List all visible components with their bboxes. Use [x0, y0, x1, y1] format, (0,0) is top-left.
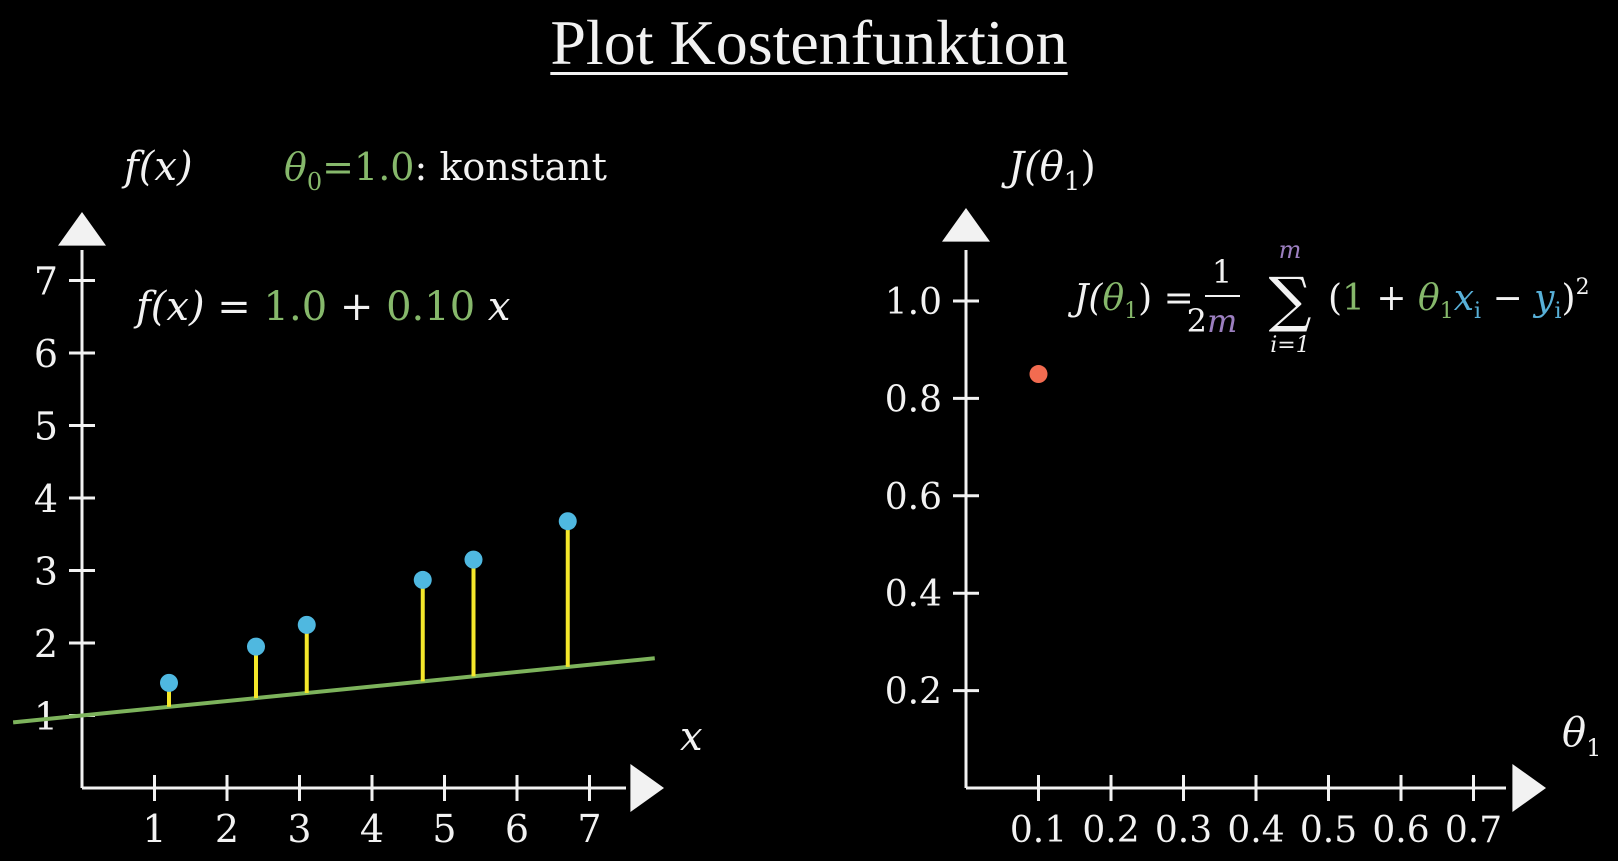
left-x-tick-label: 1	[142, 807, 166, 851]
cost-formula-x-sub: i	[1474, 299, 1481, 324]
theta0-equals: =	[322, 145, 354, 189]
formula-slope: 0.10	[386, 284, 475, 330]
cost-formula-plus: +	[1365, 278, 1418, 319]
svg-text:J(θ1) =: J(θ1) =	[1067, 278, 1194, 324]
svg-text:2m: 2m	[1187, 302, 1238, 340]
right-x-tick-label: 0.7	[1445, 810, 1502, 851]
page-title: Plot Kostenfunktion	[550, 7, 1068, 78]
formula-intercept: 1.0	[264, 284, 328, 330]
regression-line	[12, 656, 655, 725]
right-y-tick-label: 0.4	[885, 574, 942, 615]
left-y-axis-label: f(x)	[121, 144, 193, 190]
cost-formula-frac-num: 1	[1212, 253, 1232, 291]
cost-formula-close-eq: ) =	[1138, 278, 1194, 319]
cost-formula-close: )	[1562, 278, 1576, 319]
theta0-description: : konstant	[414, 145, 606, 189]
formula-plus: +	[340, 284, 374, 330]
left-x-axis-arrow	[630, 764, 664, 812]
right-x-axis-label-main: θ	[1562, 710, 1586, 756]
cost-formula-x: x	[1454, 278, 1474, 319]
cost-point	[1029, 365, 1048, 384]
cost-formula-power: 2	[1576, 275, 1590, 300]
right-y-axis-arrow	[942, 208, 990, 242]
theta0-label: θ0=1.0: konstant	[284, 145, 607, 196]
left-x-tick-label: 5	[432, 807, 456, 851]
data-point	[247, 637, 265, 656]
cost-formula-minus: −	[1481, 278, 1534, 319]
left-x-tick-label: 7	[577, 807, 601, 851]
cost-formula-sigma: ∑	[1269, 265, 1312, 335]
cost-formula-y: y	[1532, 278, 1555, 319]
right-x-tick-label: 0.6	[1372, 810, 1429, 851]
cost-formula-y-sub: i	[1554, 299, 1561, 324]
right-x-axis-label-sub: 1	[1586, 734, 1601, 762]
cost-formula-sum-top: m	[1279, 236, 1302, 264]
formula-lhs: f(x) =	[133, 284, 251, 330]
line-formula: f(x) = 1.0 + 0.10 x	[133, 284, 510, 330]
formula-variable: x	[488, 284, 511, 330]
left-y-axis-arrow	[58, 212, 106, 246]
left-y-tick-label: 6	[34, 332, 58, 376]
right-y-tick-label: 0.2	[885, 672, 942, 713]
left-x-tick-label: 3	[287, 807, 311, 851]
data-point	[160, 673, 178, 692]
cost-formula-one: 1	[1342, 278, 1365, 319]
left-y-tick-label: 4	[34, 477, 58, 521]
left-y-tick-label: 7	[34, 260, 58, 304]
left-x-tick-label: 6	[505, 807, 529, 851]
cost-formula-theta-x: θ	[1418, 278, 1440, 319]
data-point	[558, 512, 577, 531]
svg-text:(1 + θ1xi − yi)2: (1 + θ1xi − yi)2	[1328, 275, 1590, 324]
right-y-axis-label-sub: 1	[1064, 167, 1081, 197]
right-y-tick-label: 0.6	[885, 477, 942, 518]
cost-formula-frac-den-m: m	[1207, 302, 1237, 340]
right-x-axis-label: θ1	[1562, 710, 1601, 762]
right-x-tick-label: 0.2	[1082, 810, 1139, 851]
cost-formula-theta-x-sub: 1	[1440, 299, 1454, 324]
cost-formula-sum-bottom: i=1	[1270, 333, 1309, 358]
cost-formula-open: (	[1328, 278, 1342, 319]
cost-formula-J: J(	[1067, 278, 1103, 319]
cost-formula: J(θ1) = 1 2m m ∑ i=1 (1 + θ1xi − yi)2	[1067, 236, 1590, 358]
right-x-axis-arrow	[1512, 764, 1546, 812]
cost-formula-theta: θ	[1102, 278, 1124, 319]
right-y-axis-label: J(θ1)	[1001, 144, 1096, 197]
right-y-tick-label: 0.8	[885, 379, 942, 420]
data-point	[464, 550, 483, 569]
data-point	[413, 570, 432, 589]
right-x-tick-label: 0.3	[1155, 810, 1212, 851]
left-x-tick-label: 4	[360, 807, 384, 851]
theta0-value: 1.0	[354, 145, 414, 189]
left-y-tick-label: 3	[34, 550, 58, 594]
right-y-tick-label: 1.0	[885, 282, 942, 323]
left-y-tick-label: 2	[34, 622, 58, 666]
data-point	[297, 615, 316, 634]
right-plot: 0.1 0.2 0.3 0.4 0.5 0.6 0.7 0.2 0.4 0.6 0.8 1.0	[885, 208, 1546, 851]
right-y-axis-label-main: J(θ	[1001, 144, 1064, 190]
theta0-symbol: θ	[284, 145, 307, 189]
right-x-tick-label: 0.5	[1300, 810, 1357, 851]
left-x-axis-label: x	[680, 714, 703, 760]
left-y-tick-label: 5	[34, 405, 58, 449]
left-x-tick-label: 2	[215, 807, 239, 851]
cost-formula-frac-den-2: 2	[1187, 302, 1207, 340]
right-y-axis-label-close: )	[1080, 144, 1096, 190]
right-x-tick-label: 0.4	[1227, 810, 1284, 851]
cost-formula-theta-sub: 1	[1124, 299, 1138, 324]
right-x-tick-label: 0.1	[1010, 810, 1067, 851]
theta0-subscript: 0	[307, 168, 322, 196]
